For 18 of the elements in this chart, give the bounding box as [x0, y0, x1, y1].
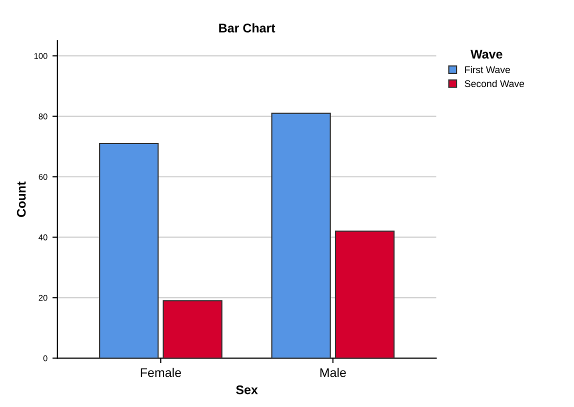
- y-tick-label: 0: [43, 355, 48, 362]
- y-tick-label: 100: [34, 53, 48, 59]
- bar: [271, 112, 331, 358]
- legend-label: First Wave: [465, 66, 510, 74]
- y-axis-title: Count: [16, 182, 26, 217]
- x-tick-label: Male: [320, 368, 346, 378]
- bar: [99, 142, 159, 358]
- x-tick-label: Female: [140, 368, 182, 378]
- y-tick-label: 40: [38, 234, 48, 240]
- legend-title: Wave: [470, 50, 502, 59]
- x-axis-title: Sex: [236, 385, 258, 394]
- y-tick-label: 20: [38, 294, 48, 301]
- y-tick-label: 80: [38, 113, 48, 120]
- chart-title: Bar Chart: [219, 23, 276, 32]
- bar: [334, 230, 395, 358]
- bar: [162, 300, 222, 358]
- y-tick-label: 60: [38, 174, 48, 180]
- legend-label: Second Wave: [464, 80, 524, 88]
